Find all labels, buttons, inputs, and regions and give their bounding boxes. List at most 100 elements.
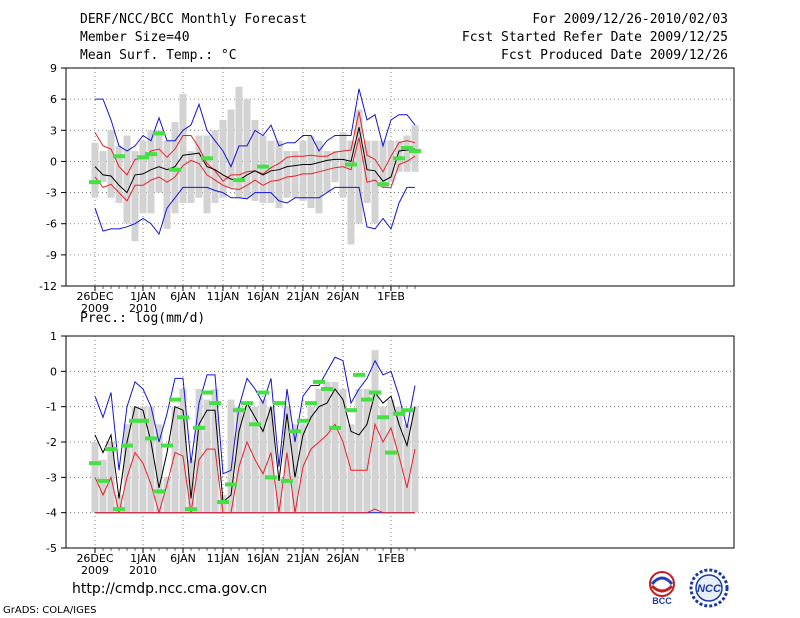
panel2-observed-marker: [281, 478, 293, 483]
panel1-x-tick-label: 1FEB: [377, 290, 405, 303]
panel1-observed-marker: [145, 152, 157, 157]
panel1-ensemble-box: [275, 140, 283, 209]
panel1-y-tick-label: 9: [50, 62, 57, 75]
panel1-ensemble-box: [195, 135, 203, 198]
footer-credit: GrADS: COLA/IGES: [3, 605, 97, 616]
panel2-ensemble-box: [291, 424, 299, 513]
panel2-observed-marker: [129, 418, 141, 423]
panel2-x-tick-label: 1JAN: [130, 552, 156, 565]
panel1-ensemble-box: [371, 140, 379, 224]
panel2-observed-marker: [385, 450, 397, 455]
bcc-logo: BCC: [649, 571, 675, 606]
panel2-observed-marker: [153, 489, 165, 494]
panel1-ensemble-box: [147, 130, 155, 214]
panel1-blue-upper-line: [95, 88, 416, 168]
panel1-x-tick-label: 26JAN: [327, 290, 360, 303]
panel2-observed-marker: [121, 443, 133, 448]
panel2-ensemble-box: [371, 350, 379, 513]
panel2-y-tick-label: -2: [46, 436, 57, 449]
panel2-ensemble-box: [403, 424, 411, 513]
panel1-ensemble-box: [131, 151, 139, 242]
panel2-x-tick-label: 1FEB: [377, 552, 405, 565]
panel1-ensemble-box: [227, 109, 235, 188]
panel2-observed-marker: [257, 390, 269, 395]
panel1-ensemble-box: [283, 151, 291, 198]
panel2-ensemble-box: [315, 389, 323, 513]
panel1-ensemble-box: [251, 119, 259, 201]
panel2-observed-marker: [105, 447, 117, 452]
panel2-ensemble-box: [323, 381, 331, 513]
panel2-ensemble-box: [115, 495, 123, 513]
panel1-frame: [65, 67, 735, 287]
panel2-observed-marker: [193, 425, 205, 430]
panel2-observed-marker: [201, 390, 213, 395]
panel1-ensemble-box: [323, 151, 331, 193]
panel1-ensemble-box: [291, 151, 299, 198]
panel2-median-line: [94, 388, 416, 504]
panel1-ensemble-box: [339, 132, 347, 198]
panel2-observed-marker: [345, 408, 357, 413]
panel2-observed-marker: [297, 418, 309, 423]
panel2-ensemble-box: [163, 477, 171, 513]
panel1-x-tick-label: 26DEC: [76, 290, 113, 303]
panel1-ensemble-box: [107, 130, 115, 198]
panel2-observed-marker: [393, 411, 405, 416]
panel1-ensemble-box: [411, 125, 419, 172]
panel1-x-tick-label: 6JAN: [170, 290, 196, 303]
panel1-median-line: [94, 127, 416, 194]
panel1-x-tick-label: 21JAN: [287, 290, 320, 303]
footer-url[interactable]: http://cmdp.ncc.cma.gov.cn: [72, 581, 268, 597]
panel2-title: Prec.: log(mm/d): [80, 311, 205, 326]
panel2-x-tick-year-label: 2009: [81, 564, 109, 577]
panel2-ensemble-box: [363, 389, 371, 513]
panel2-observed-marker: [377, 415, 389, 420]
panel2-y-tick-label: -3: [46, 471, 57, 484]
panel1-observed-marker: [345, 162, 357, 167]
panel1-observed-marker: [233, 178, 245, 183]
panel2-observed-marker: [145, 436, 157, 441]
panel1-observed-marker: [169, 167, 181, 172]
panel2-ensemble-box: [187, 459, 195, 513]
panel2-observed-marker: [97, 478, 109, 483]
panel2-observed-marker: [321, 387, 333, 391]
bcc-logo-text: BCC: [652, 596, 672, 606]
panel2-ensemble-box: [171, 406, 179, 513]
panel1-ensemble-box: [243, 99, 251, 198]
panel2-y-tick-label: 1: [50, 330, 57, 343]
panel2-ensemble-box: [203, 399, 211, 513]
panel1-ensemble-box: [163, 140, 171, 229]
panel1-ensemble-box: [379, 140, 387, 188]
panel2-observed-marker: [233, 408, 245, 413]
panel2-ensemble-box: [387, 399, 395, 513]
panel2-ensemble-box: [99, 459, 107, 513]
panel1-ensemble-box: [363, 140, 371, 203]
panel1-observed-marker: [89, 180, 101, 185]
panel2-ensemble-box: [411, 406, 419, 513]
panel2-x-tick-label: 11JAN: [207, 552, 240, 565]
panel1-observed-marker: [401, 145, 413, 150]
panel2-observed-marker: [113, 507, 125, 512]
header-title: DERF/NCC/BCC Monthly Forecast: [80, 12, 307, 27]
panel1-observed-marker: [393, 156, 405, 161]
panel1-ensemble-box: [123, 135, 131, 224]
panel2-ensemble-box: [195, 389, 203, 513]
panel2-observed-marker: [209, 401, 221, 406]
panel2-observed-marker: [289, 429, 301, 434]
panel2-observed-marker: [273, 401, 285, 406]
panel1-y-tick-label: -3: [46, 187, 57, 200]
panel2-observed-marker: [305, 401, 317, 406]
panel2-ensemble-box: [331, 381, 339, 513]
panel1-ensemble-box: [395, 140, 403, 172]
panel1-x-tick-label: 1JAN: [130, 290, 156, 303]
panel1-ensemble-box: [187, 151, 195, 203]
panel1-y-tick-label: -6: [46, 218, 57, 231]
panel2-ensemble-box: [395, 406, 403, 513]
panel1-y-tick-label: 0: [50, 155, 57, 168]
panel1-ensemble-box: [267, 140, 275, 203]
panel1-x-tick-label: 16JAN: [247, 290, 280, 303]
ncc-logo: NCC: [689, 568, 729, 608]
panel1-ensemble-box: [259, 135, 267, 203]
panel1-ensemble-box: [179, 93, 187, 203]
panel2-ensemble-box: [123, 424, 131, 513]
panel2-ensemble-box: [259, 399, 267, 513]
